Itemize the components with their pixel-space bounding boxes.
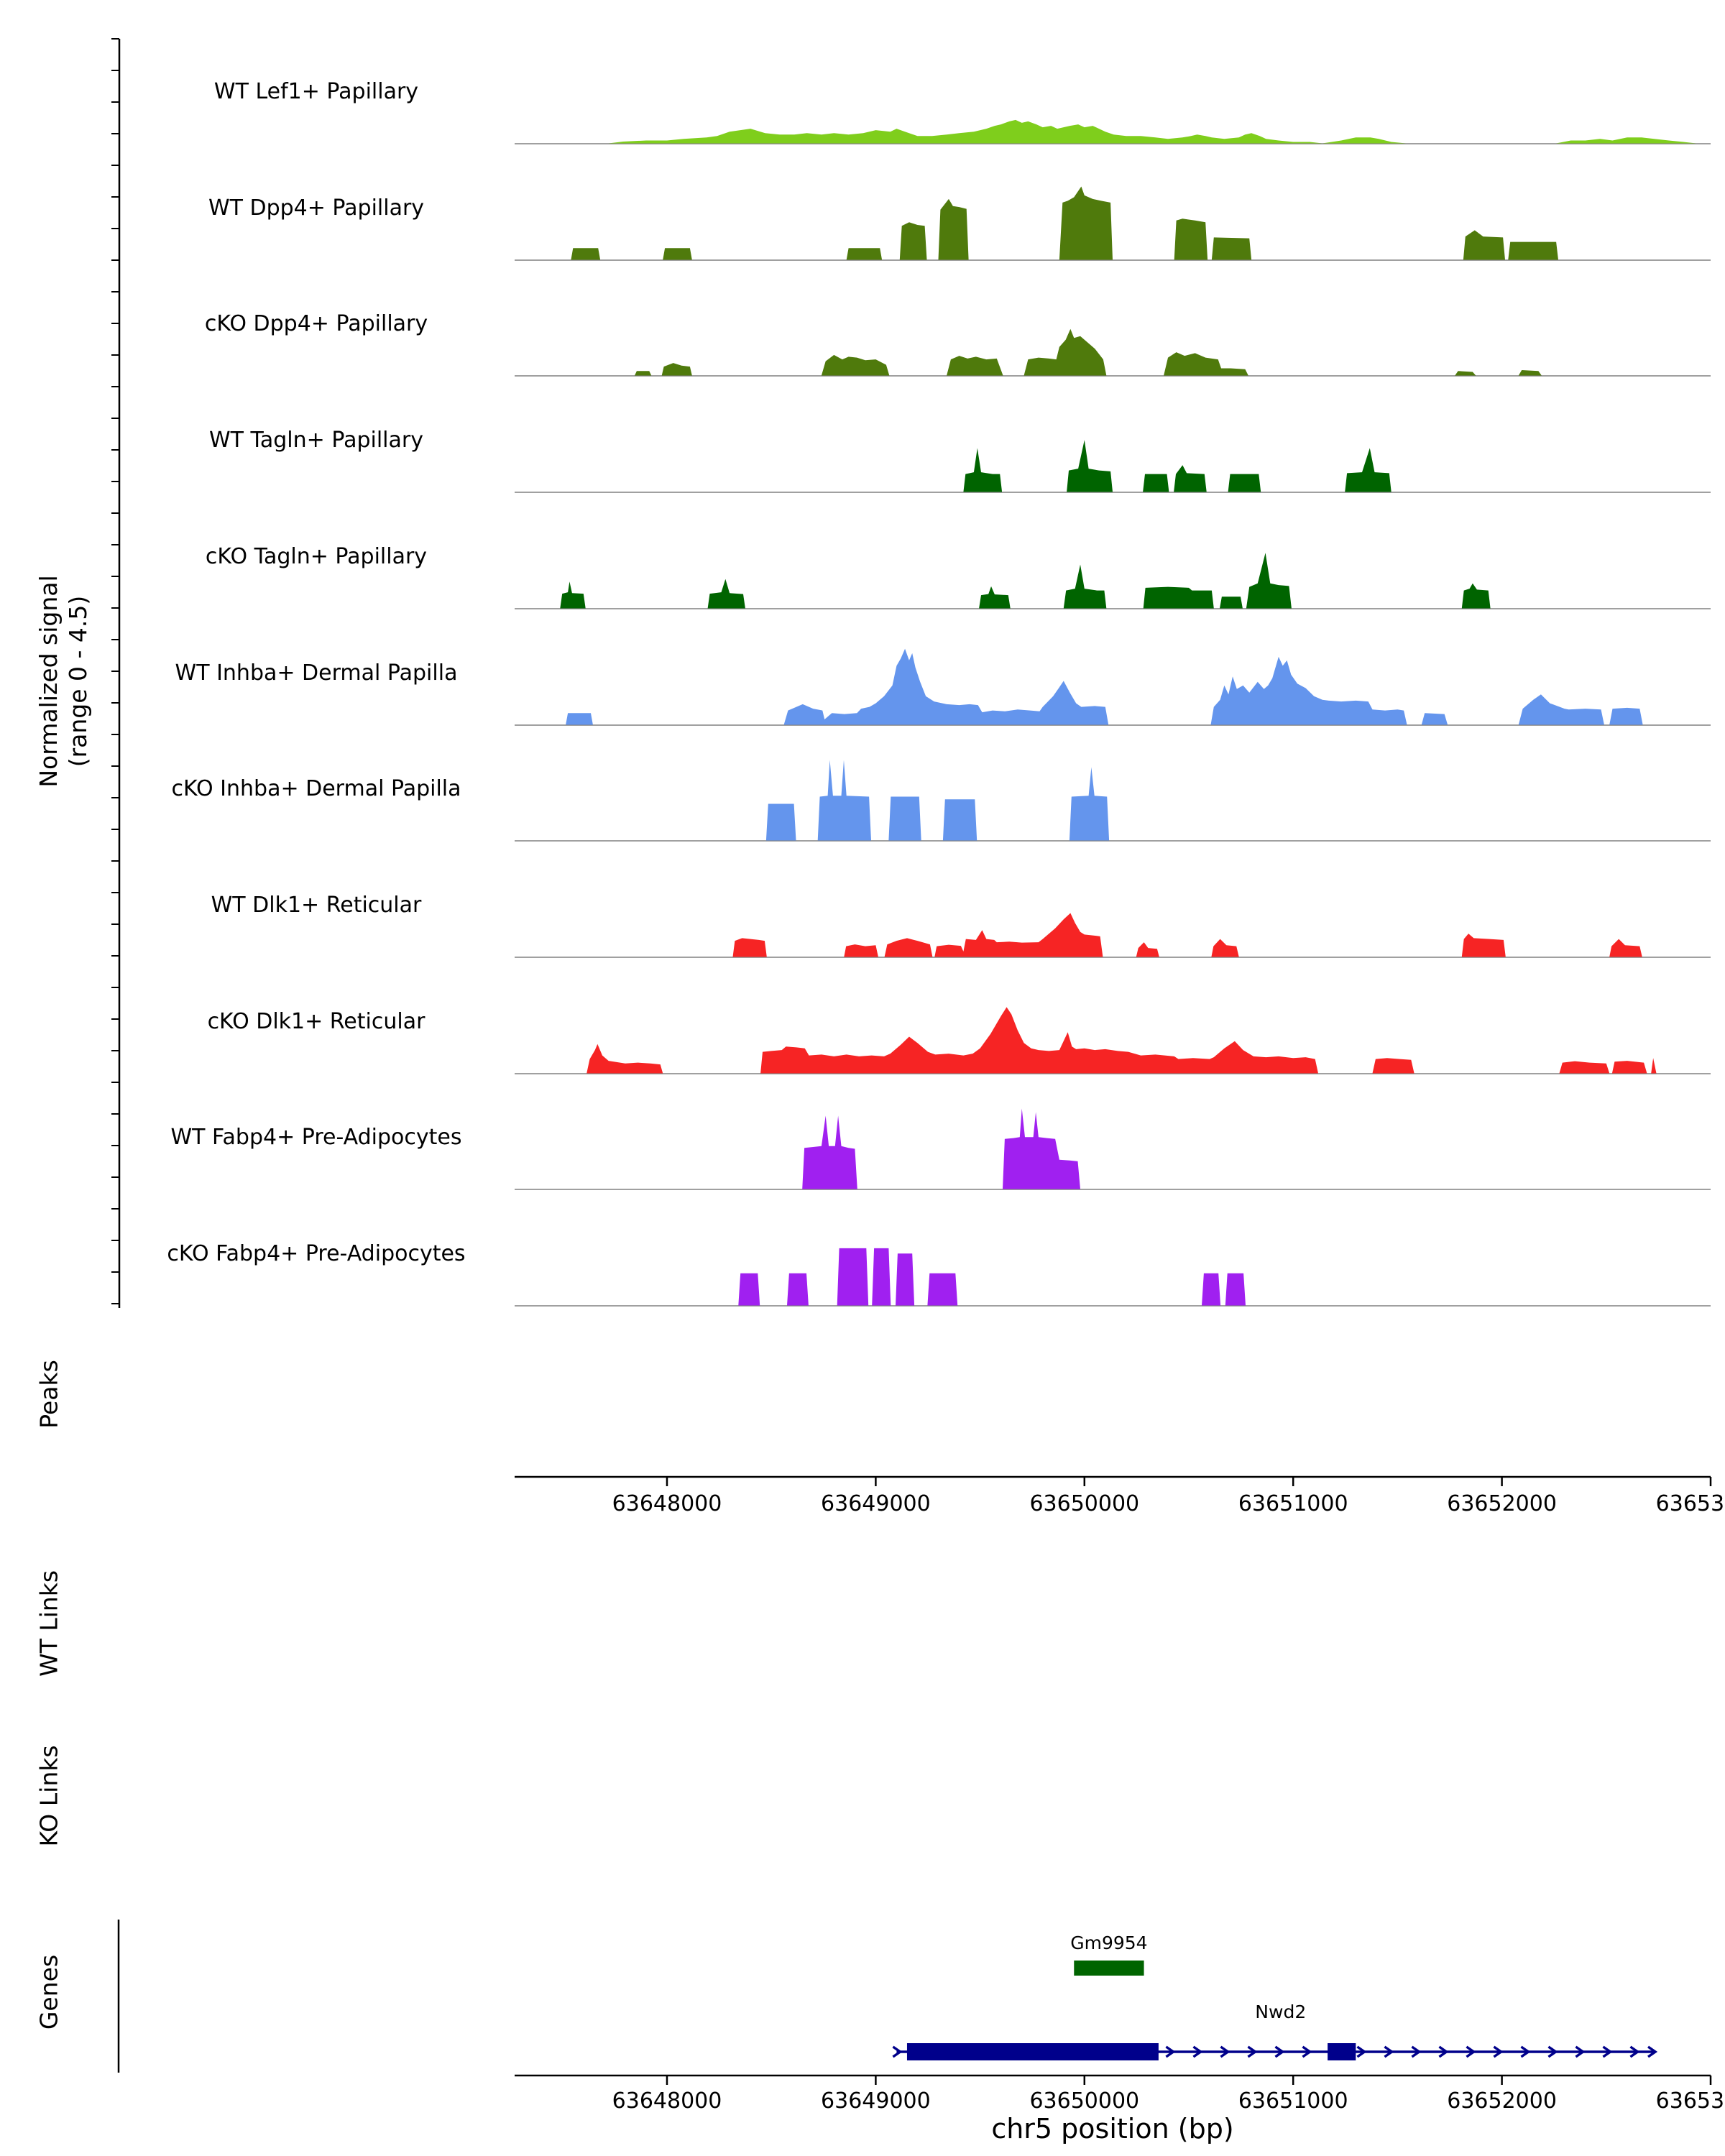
strand-arrow-icon <box>1274 2045 1285 2058</box>
signal-track-wt_lef1 <box>515 119 1711 144</box>
signal-polygon-cko_dpp4 <box>635 329 1542 376</box>
signal-y-axis <box>111 38 121 1308</box>
track-label-cko_tagln: cKO Tagln+ Papillary <box>205 543 428 569</box>
signal-polygon-cko_dlk1 <box>586 1006 1657 1074</box>
track-label-cko_dpp4: cKO Dpp4+ Papillary <box>204 311 428 337</box>
y-axis-label-line2: (range 0 - 4.5) <box>64 595 92 768</box>
strand-arrow-icon <box>892 2045 903 2058</box>
track-label-cko_fabp4: cKO Fabp4+ Pre-Adipocytes <box>167 1241 466 1266</box>
strand-arrow-icon <box>1220 2045 1230 2058</box>
strand-arrow-icon <box>1602 2045 1613 2058</box>
x-tick-label: 63650000 <box>1029 2088 1139 2114</box>
strand-arrow-icon <box>1192 2045 1203 2058</box>
signal-track-wt_dpp4 <box>515 186 1711 261</box>
x-axis-title: chr5 position (bp) <box>991 2113 1234 2145</box>
strand-arrow-icon <box>1165 2045 1176 2058</box>
x-tick-label: 63648000 <box>612 1491 722 1516</box>
strand-arrow-icon <box>1411 2045 1422 2058</box>
x-tick-label: 63651000 <box>1238 1491 1348 1516</box>
signal-polygon-cko_tagln <box>560 553 1491 609</box>
strand-arrow-icon <box>1575 2045 1586 2058</box>
signal-polygon-wt_dpp4 <box>571 186 1558 260</box>
strand-arrow-icon <box>1520 2045 1531 2058</box>
gene-exon-Nwd2 <box>906 2043 1159 2060</box>
signal-track-cko_tagln <box>515 553 1711 609</box>
signal-track-cko_fabp4 <box>515 1248 1711 1307</box>
strand-arrow-icon <box>1547 2045 1558 2058</box>
signal-track-wt_fabp4 <box>515 1108 1711 1191</box>
track-label-wt_tagln: WT Tagln+ Papillary <box>209 428 423 453</box>
strand-arrow-icon <box>1647 2045 1658 2058</box>
track-label-wt_dlk1: WT Dlk1+ Reticular <box>211 892 422 918</box>
strand-arrow-icon <box>1247 2045 1258 2058</box>
x-tick-label: 63653000 <box>1656 1491 1725 1516</box>
signal-polygon-wt_dlk1 <box>732 913 1642 957</box>
track-label-wt_fabp4: WT Fabp4+ Pre-Adipocytes <box>170 1125 462 1151</box>
gene-exon-Nwd2 <box>1328 2043 1356 2060</box>
strand-arrow-icon <box>1356 2045 1367 2058</box>
strand-arrow-icon <box>1629 2045 1640 2058</box>
strand-arrow-icon <box>1302 2045 1312 2058</box>
signal-polygon-wt_fabp4 <box>802 1108 1080 1189</box>
wt-links-section-label: WT Links <box>34 1570 63 1677</box>
signal-track-wt_tagln <box>515 440 1711 493</box>
signal-track-cko_dpp4 <box>515 329 1711 377</box>
x-tick-label: 63649000 <box>821 1491 931 1516</box>
track-label-wt_lef1: WT Lef1+ Papillary <box>213 79 419 104</box>
track-label-cko_inhba: cKO Inhba+ Dermal Papilla <box>171 776 461 802</box>
signal-polygon-wt_inhba <box>566 648 1643 724</box>
strand-arrow-icon <box>1493 2045 1504 2058</box>
signal-track-wt_inhba <box>515 648 1711 726</box>
x-tick-label: 63648000 <box>612 2088 722 2114</box>
signal-polygon-cko_inhba <box>765 760 1110 841</box>
track-label-cko_dlk1: cKO Dlk1+ Reticular <box>207 1008 426 1034</box>
track-label-wt_inhba: WT Inhba+ Dermal Papilla <box>175 660 458 686</box>
signal-polygon-wt_lef1 <box>608 119 1696 144</box>
y-axis-label: Normalized signal (range 0 - 4.5) <box>34 575 93 787</box>
peaks-x-axis: 63648000 63649000 63650000 63651000 63652000… <box>515 1475 1725 1516</box>
x-tick-label: 63652000 <box>1447 1491 1557 1516</box>
strand-arrow-icon <box>1438 2045 1449 2058</box>
genes-track-area: Gm9954 Nwd2 63648000 63649000 63650000 636510… <box>117 1920 1725 2114</box>
x-tick-label: 63651000 <box>1238 2088 1348 2114</box>
signal-track-cko_inhba <box>515 760 1711 842</box>
x-tick-label: 63652000 <box>1447 2088 1557 2114</box>
signal-polygon-wt_tagln <box>963 440 1392 492</box>
gene-label-Gm9954: Gm9954 <box>1070 1932 1147 1953</box>
strand-arrow-icon <box>1384 2045 1394 2058</box>
peaks-section-label: Peaks <box>34 1360 63 1429</box>
x-tick-label: 63649000 <box>821 2088 931 2114</box>
gene-label-Nwd2: Nwd2 <box>1255 2001 1306 2022</box>
y-axis-label-line1: Normalized signal <box>34 575 63 788</box>
signal-track-cko_dlk1 <box>515 1006 1711 1074</box>
ko-links-section-label: KO Links <box>34 1745 63 1847</box>
x-tick-label: 63650000 <box>1029 1491 1139 1516</box>
signal-polygon-cko_fabp4 <box>738 1248 1246 1306</box>
strand-arrow-icon <box>1466 2045 1476 2058</box>
x-tick-label: 63653000 <box>1656 2088 1725 2114</box>
signal-track-wt_dlk1 <box>515 913 1711 958</box>
gene-exon-Gm9954 <box>1074 1961 1144 1976</box>
track-label-wt_dpp4: WT Dpp4+ Papillary <box>208 195 425 221</box>
